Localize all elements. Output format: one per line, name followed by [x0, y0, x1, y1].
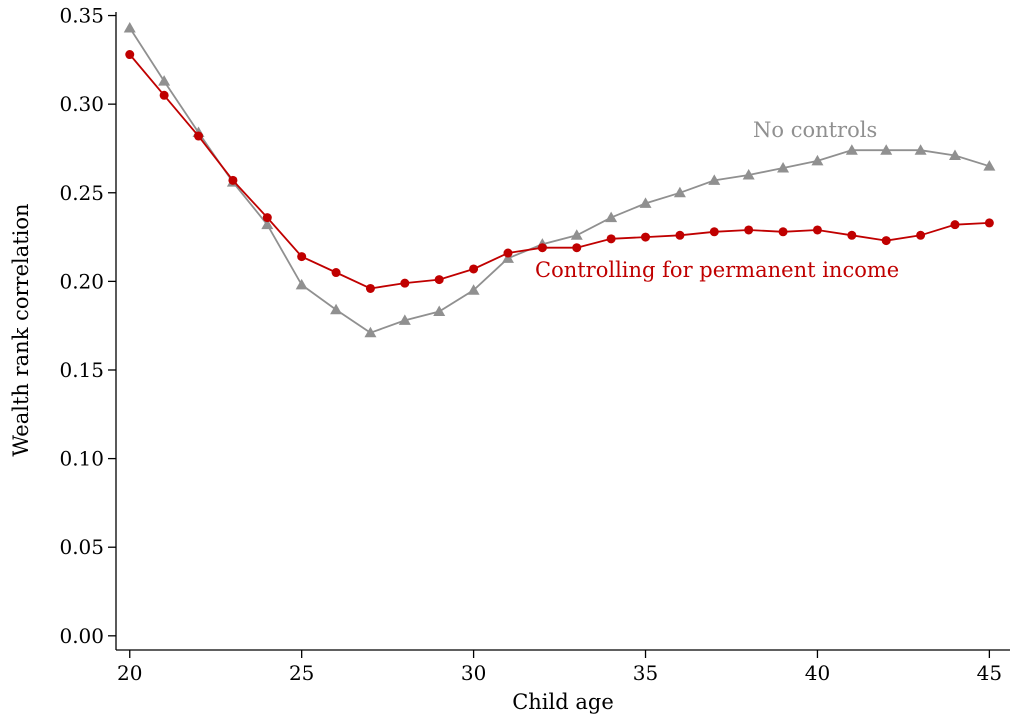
data-point	[709, 227, 719, 237]
data-point	[570, 229, 583, 240]
data-point	[639, 197, 652, 208]
series-layer	[123, 21, 996, 338]
y-tick-label: 0.35	[59, 4, 104, 28]
data-point	[984, 218, 994, 228]
data-point	[641, 232, 651, 242]
data-point	[914, 144, 927, 155]
data-point	[675, 230, 685, 240]
x-tick-label: 40	[805, 661, 830, 685]
data-point	[572, 243, 582, 253]
y-tick-label: 0.05	[59, 535, 104, 559]
y-axis-title: Wealth rank correlation	[9, 203, 33, 456]
data-point	[777, 161, 790, 173]
data-point	[880, 144, 893, 155]
data-point	[983, 160, 996, 171]
data-point	[948, 149, 961, 161]
data-point	[398, 314, 411, 325]
data-point	[400, 278, 410, 288]
data-point	[228, 175, 238, 185]
data-point	[673, 186, 686, 198]
x-tick-label: 45	[977, 661, 1002, 685]
x-tick-label: 25	[289, 661, 314, 685]
data-point	[297, 252, 307, 262]
y-tick-label: 0.30	[59, 92, 104, 116]
data-point	[501, 252, 514, 263]
y-tick-label: 0.20	[59, 269, 104, 293]
data-point	[812, 225, 822, 235]
data-point	[194, 131, 204, 141]
data-point	[295, 278, 308, 290]
data-point	[742, 169, 755, 180]
data-point	[330, 303, 343, 315]
data-point	[950, 220, 960, 230]
data-point	[845, 144, 858, 155]
data-point	[881, 236, 891, 246]
y-axis: 0.00 0.05 0.10 0.15 0.20 0.25 0.30 0.35	[59, 4, 117, 650]
data-point	[331, 268, 341, 278]
series-controlling-for-permanent-income	[125, 50, 994, 293]
y-tick-label: 0.15	[59, 358, 104, 382]
data-point	[467, 284, 480, 295]
data-point	[811, 154, 824, 166]
data-point	[262, 213, 272, 223]
series-no-controls	[123, 21, 996, 338]
data-point	[916, 230, 926, 240]
data-point	[469, 264, 479, 274]
data-point	[778, 227, 788, 237]
x-tick-label: 30	[461, 661, 486, 685]
data-point	[605, 211, 618, 223]
data-point	[365, 283, 375, 293]
data-point	[434, 275, 444, 285]
data-point	[261, 218, 274, 230]
data-point	[364, 326, 377, 338]
data-point	[159, 90, 169, 100]
data-point	[503, 248, 513, 258]
data-point	[158, 75, 171, 86]
y-tick-label: 0.10	[59, 447, 104, 471]
x-axis: 20 25 30 35 40 45	[116, 649, 1010, 685]
data-point	[537, 243, 547, 253]
y-tick-label: 0.00	[59, 624, 104, 648]
data-point	[125, 50, 135, 60]
y-tick-label: 0.25	[59, 181, 104, 205]
series-line-no-controls	[129, 27, 990, 334]
series-label-no-controls: No controls	[753, 118, 877, 142]
data-point	[433, 305, 446, 317]
x-axis-title: Child age	[512, 690, 614, 714]
data-point	[847, 230, 857, 240]
series-line-controlling-for-permanent-income	[129, 53, 990, 290]
data-point	[606, 234, 616, 244]
series-label-controlling-for-permanent-income: Controlling for permanent income	[535, 258, 899, 282]
x-tick-label: 35	[633, 661, 658, 685]
data-point	[744, 225, 754, 235]
data-point	[123, 21, 136, 33]
data-point	[708, 174, 721, 185]
x-tick-label: 20	[117, 661, 142, 685]
